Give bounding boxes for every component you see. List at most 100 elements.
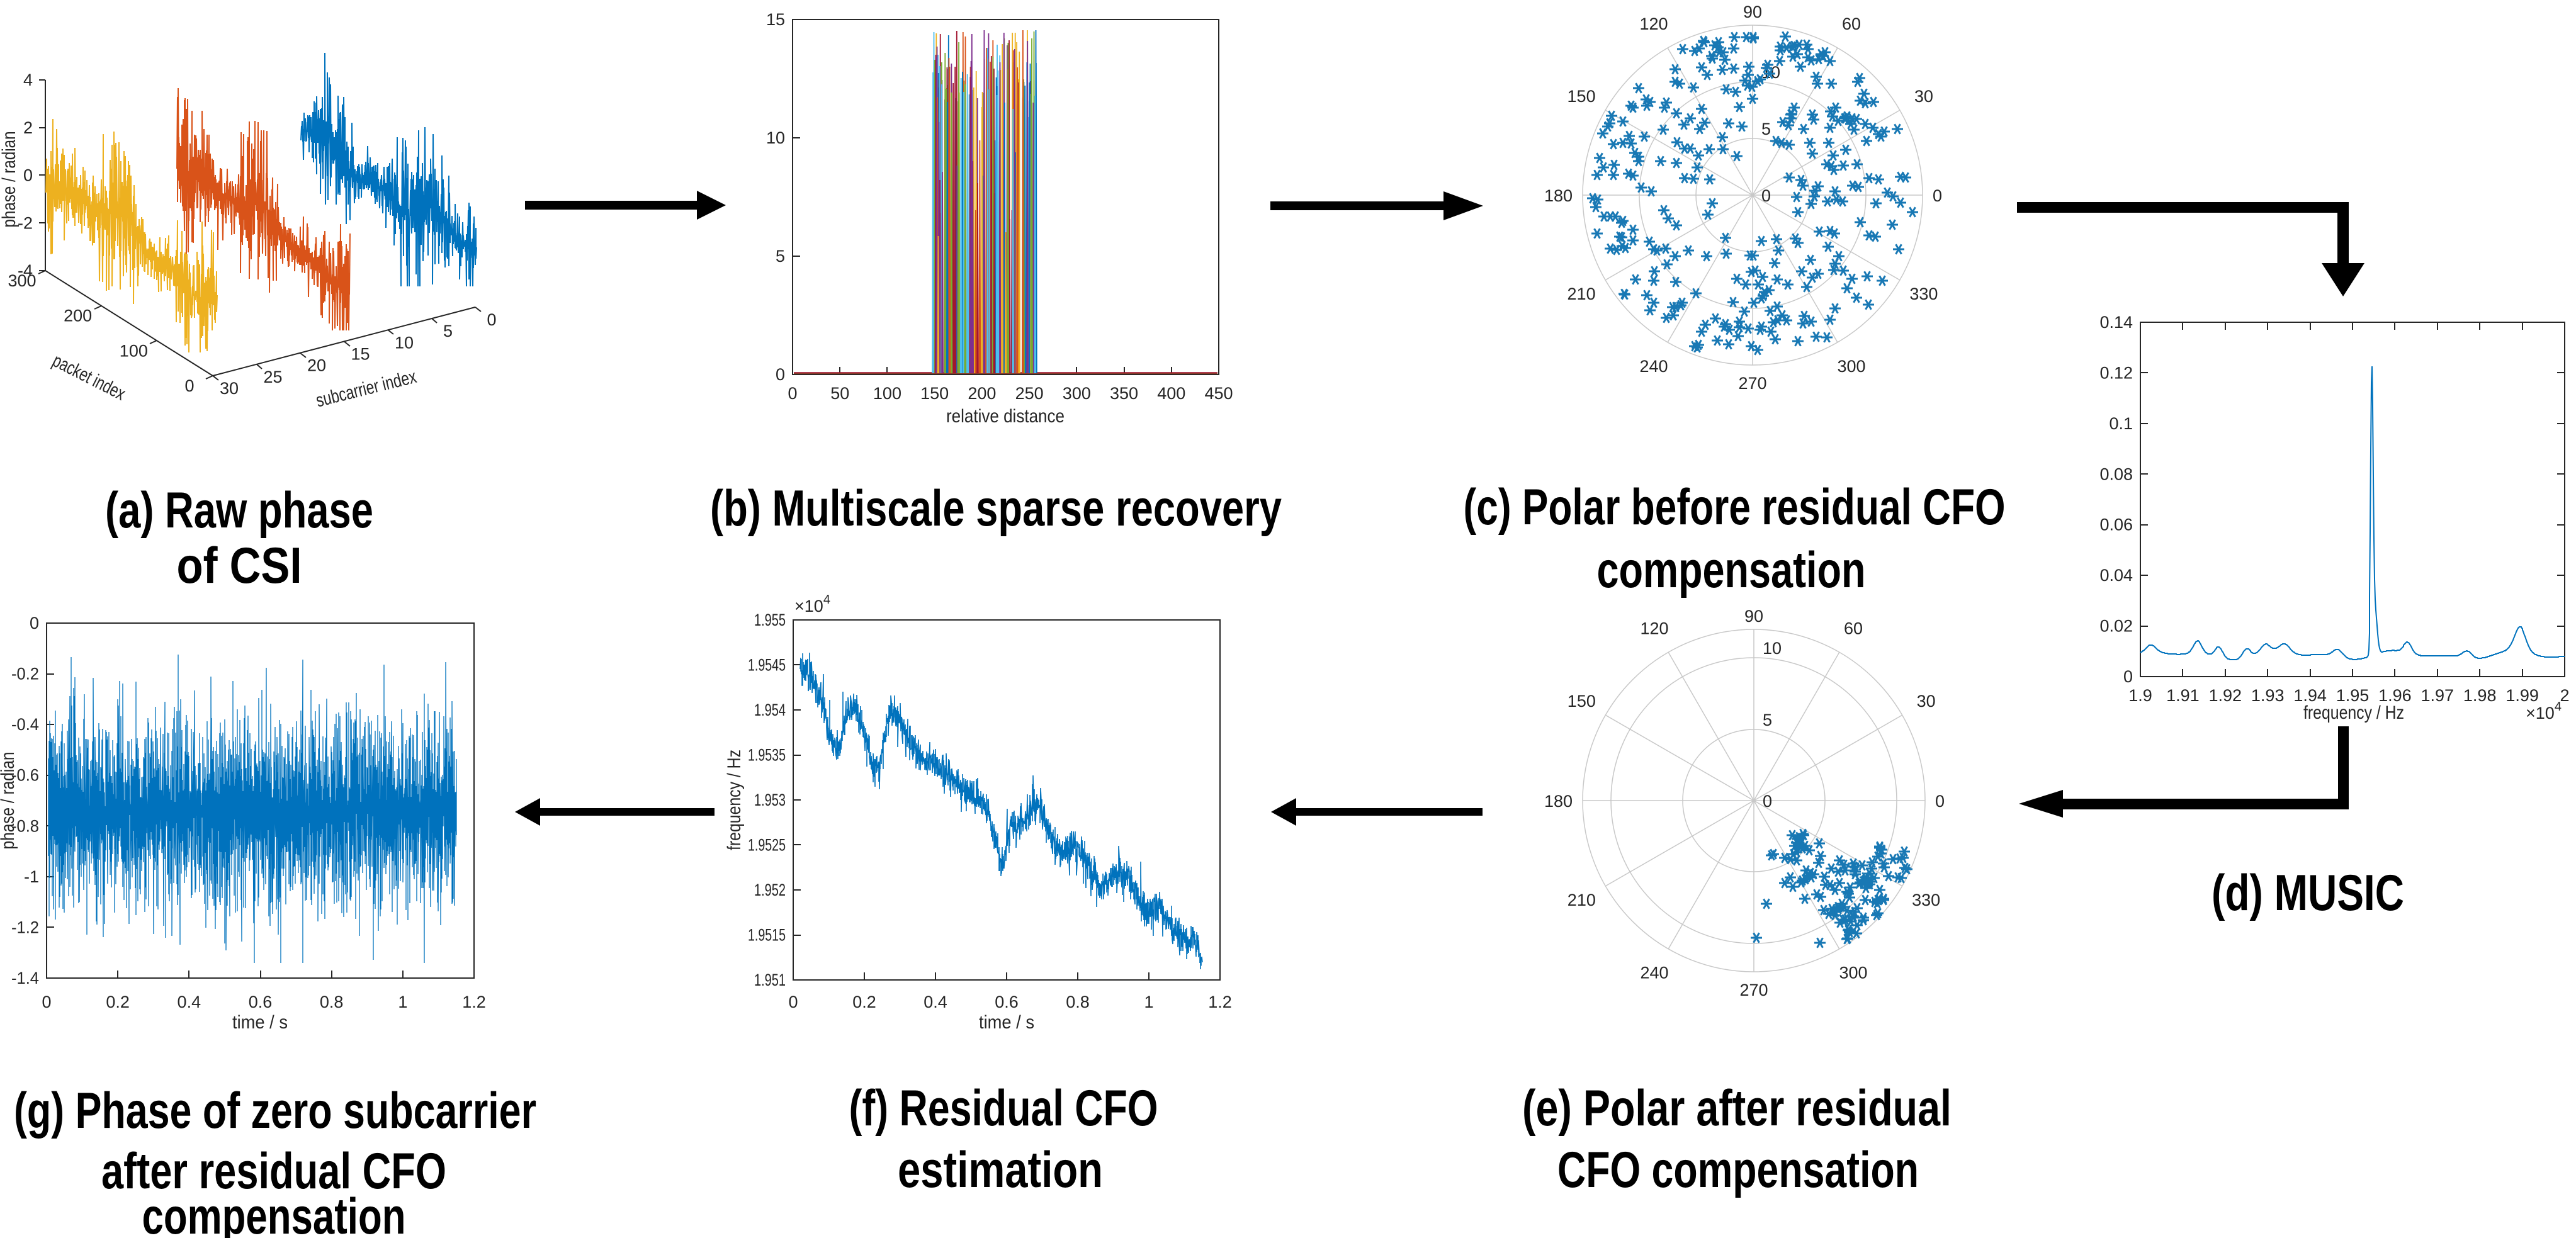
svg-text:50: 50 bbox=[830, 384, 849, 403]
svg-text:0: 0 bbox=[23, 166, 33, 185]
svg-text:1.99: 1.99 bbox=[2505, 686, 2539, 705]
svg-text:300: 300 bbox=[1837, 357, 1865, 376]
svg-text:4: 4 bbox=[23, 70, 33, 89]
svg-text:270: 270 bbox=[1738, 374, 1766, 393]
svg-text:20: 20 bbox=[307, 356, 326, 375]
svg-text:frequency / Hz: frequency / Hz bbox=[2303, 702, 2404, 723]
svg-text:450: 450 bbox=[1204, 384, 1233, 403]
svg-text:5: 5 bbox=[1761, 120, 1771, 138]
svg-text:400: 400 bbox=[1157, 384, 1185, 403]
svg-text:0.14: 0.14 bbox=[2099, 313, 2133, 332]
svg-text:-2: -2 bbox=[18, 213, 33, 232]
svg-text:-1.2: -1.2 bbox=[11, 918, 39, 937]
svg-text:30: 30 bbox=[1914, 87, 1933, 106]
svg-text:-4: -4 bbox=[18, 261, 33, 280]
svg-text:(d) MUSIC: (d) MUSIC bbox=[2212, 865, 2404, 921]
svg-text:300: 300 bbox=[8, 271, 36, 290]
svg-text:100: 100 bbox=[120, 341, 148, 360]
svg-text:1.96: 1.96 bbox=[2378, 686, 2412, 705]
svg-text:1.9: 1.9 bbox=[2128, 686, 2152, 705]
svg-text:1.954: 1.954 bbox=[754, 701, 786, 719]
svg-text:(f) Residual CFO: (f) Residual CFO bbox=[849, 1080, 1158, 1137]
svg-text:1.9515: 1.9515 bbox=[748, 926, 786, 945]
svg-text:0: 0 bbox=[788, 993, 798, 1011]
svg-text:60: 60 bbox=[1844, 619, 1863, 638]
svg-text:90: 90 bbox=[1743, 3, 1762, 21]
svg-text:120: 120 bbox=[1639, 14, 1668, 33]
svg-text:1.95: 1.95 bbox=[2336, 686, 2370, 705]
svg-text:relative distance: relative distance bbox=[946, 406, 1065, 427]
svg-text:10: 10 bbox=[1763, 639, 1782, 658]
svg-text:1.98: 1.98 bbox=[2463, 686, 2497, 705]
svg-text:30: 30 bbox=[220, 379, 239, 398]
svg-text:0.1: 0.1 bbox=[2109, 414, 2133, 433]
svg-text:0.08: 0.08 bbox=[2099, 464, 2133, 483]
svg-text:0: 0 bbox=[487, 310, 496, 329]
svg-text:150: 150 bbox=[1568, 87, 1596, 106]
svg-text:-0.6: -0.6 bbox=[11, 766, 39, 785]
svg-text:5: 5 bbox=[776, 247, 785, 266]
svg-text:10: 10 bbox=[395, 333, 414, 352]
svg-text:0.12: 0.12 bbox=[2099, 363, 2133, 382]
svg-text:1.9545: 1.9545 bbox=[748, 656, 786, 675]
svg-text:200: 200 bbox=[64, 307, 92, 325]
svg-text:0.06: 0.06 bbox=[2099, 515, 2133, 534]
svg-text:1.97: 1.97 bbox=[2421, 686, 2455, 705]
svg-text:210: 210 bbox=[1568, 891, 1596, 909]
svg-text:240: 240 bbox=[1639, 357, 1668, 376]
svg-text:(c) Polar before residual CFO: (c) Polar before residual CFO bbox=[1464, 479, 2006, 536]
svg-text:350: 350 bbox=[1110, 384, 1138, 403]
svg-text:1.9525: 1.9525 bbox=[748, 836, 786, 855]
svg-text:CFO compensation: CFO compensation bbox=[1557, 1142, 1919, 1198]
svg-text:300: 300 bbox=[1063, 384, 1091, 403]
svg-text:time / s: time / s bbox=[232, 1012, 288, 1033]
svg-text:2: 2 bbox=[2560, 686, 2569, 705]
svg-text:0.2: 0.2 bbox=[852, 993, 876, 1011]
svg-text:1.2: 1.2 bbox=[1208, 993, 1232, 1011]
svg-text:(e) Polar after residual: (e) Polar after residual bbox=[1522, 1080, 1952, 1137]
svg-text:time / s: time / s bbox=[979, 1012, 1034, 1033]
svg-text:0: 0 bbox=[30, 614, 39, 633]
svg-text:0: 0 bbox=[788, 384, 797, 403]
svg-text:1.9535: 1.9535 bbox=[748, 746, 786, 765]
svg-text:2: 2 bbox=[23, 118, 33, 137]
svg-text:0.8: 0.8 bbox=[1066, 993, 1090, 1011]
svg-text:0: 0 bbox=[1761, 186, 1771, 205]
svg-text:0: 0 bbox=[1935, 792, 1945, 811]
svg-text:200: 200 bbox=[968, 384, 996, 403]
svg-text:(b) Multiscale sparse recovery: (b) Multiscale sparse recovery bbox=[710, 480, 1282, 537]
svg-text:0.4: 0.4 bbox=[178, 993, 201, 1011]
svg-text:240: 240 bbox=[1640, 964, 1668, 982]
svg-text:estimation: estimation bbox=[898, 1142, 1103, 1198]
svg-text:1.91: 1.91 bbox=[2166, 686, 2200, 705]
svg-text:of CSI: of CSI bbox=[177, 537, 302, 594]
svg-text:1: 1 bbox=[398, 993, 407, 1011]
svg-text:330: 330 bbox=[1909, 284, 1938, 303]
svg-text:after residual CFO: after residual CFO bbox=[101, 1143, 446, 1200]
svg-text:5: 5 bbox=[443, 322, 453, 340]
svg-text:-0.8: -0.8 bbox=[11, 816, 39, 835]
svg-text:330: 330 bbox=[1912, 891, 1940, 909]
svg-text:1.951: 1.951 bbox=[754, 971, 786, 989]
svg-text:300: 300 bbox=[1839, 964, 1867, 982]
svg-text:10: 10 bbox=[766, 128, 785, 147]
svg-text:compensation: compensation bbox=[1597, 542, 1866, 599]
svg-text:×104: ×104 bbox=[2526, 700, 2562, 723]
svg-text:(g) Phase of zero subcarrier: (g) Phase of zero subcarrier bbox=[14, 1083, 536, 1139]
svg-text:1.92: 1.92 bbox=[2209, 686, 2242, 705]
svg-text:15: 15 bbox=[766, 10, 785, 29]
svg-text:0.04: 0.04 bbox=[2099, 566, 2133, 585]
svg-text:0: 0 bbox=[776, 365, 785, 384]
svg-text:150: 150 bbox=[1568, 692, 1596, 711]
svg-text:90: 90 bbox=[1744, 607, 1763, 626]
svg-text:150: 150 bbox=[920, 384, 949, 403]
svg-text:250: 250 bbox=[1015, 384, 1044, 403]
svg-text:0.2: 0.2 bbox=[106, 993, 130, 1011]
svg-text:frequency / Hz: frequency / Hz bbox=[724, 750, 745, 850]
svg-text:0: 0 bbox=[2123, 667, 2133, 686]
svg-text:0: 0 bbox=[1763, 792, 1772, 811]
svg-text:0.8: 0.8 bbox=[320, 993, 344, 1011]
svg-text:1.952: 1.952 bbox=[754, 881, 786, 899]
svg-text:15: 15 bbox=[351, 345, 370, 364]
svg-text:5: 5 bbox=[1763, 711, 1772, 729]
